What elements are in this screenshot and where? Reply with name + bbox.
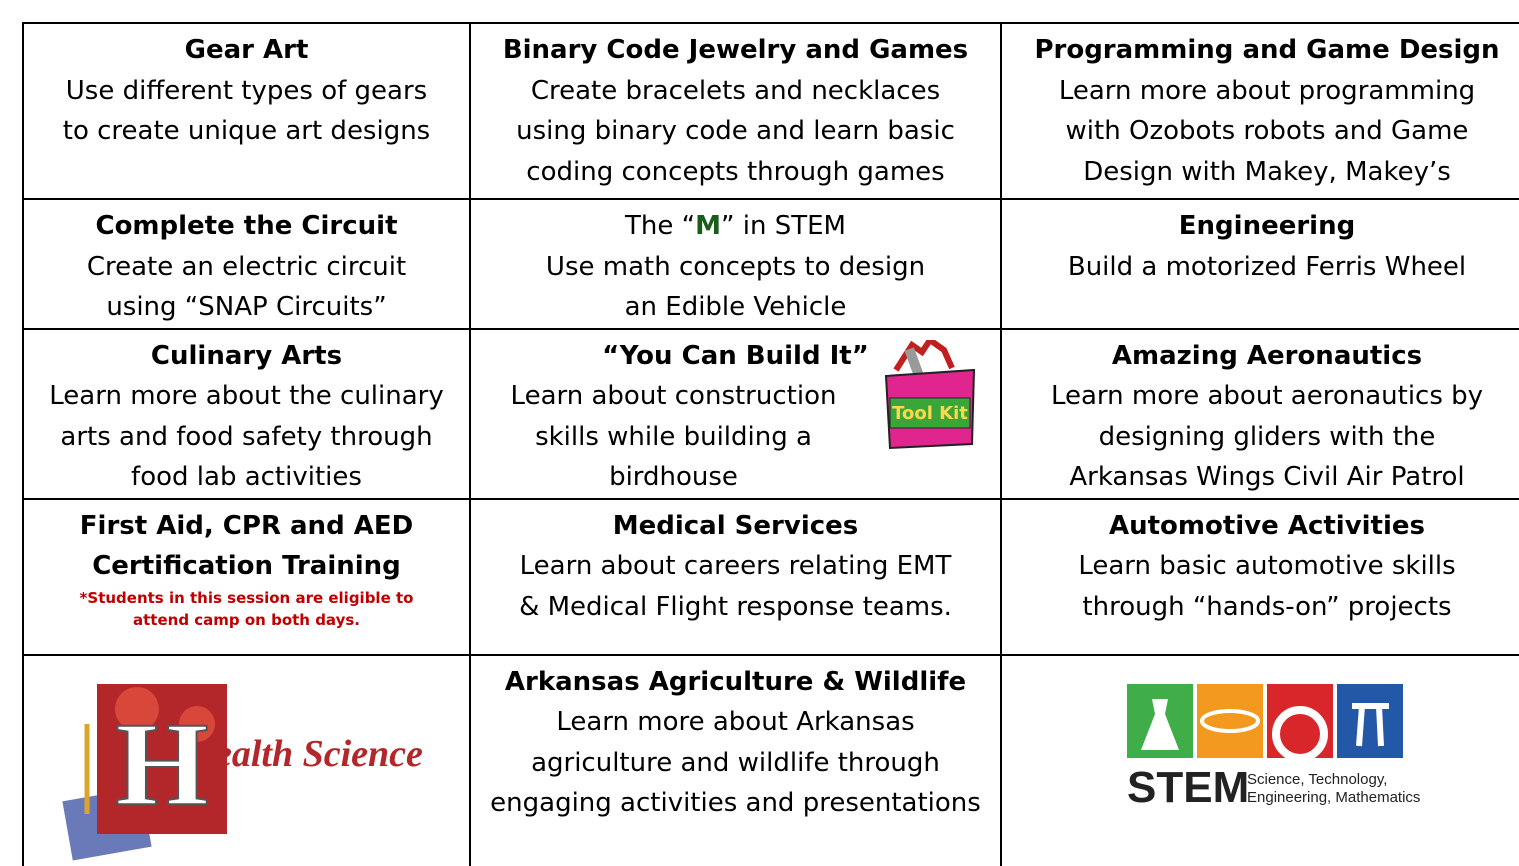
cell-text: agriculture and wildlife through	[531, 747, 940, 778]
table-cell: Programming and Game Design Learn more ab…	[1000, 22, 1519, 200]
title-part: ” in STEM	[721, 211, 846, 241]
cell-title: Culinary Arts	[150, 340, 343, 371]
table-cell: Culinary Arts Learn more about the culina…	[22, 327, 471, 500]
cell-text: using binary code and learn basic	[516, 116, 955, 146]
table-cell: The “M” in STEM Use math concepts to desi…	[469, 198, 1002, 330]
table-row: Complete the Circuit Create an electric c…	[22, 198, 1519, 330]
tile-technology	[1197, 683, 1263, 758]
table-row: First Aid, CPR and AED Certification Trai…	[22, 497, 1519, 656]
atom	[1200, 708, 1260, 733]
table-body: Gear Art Use different types of gears to c…	[22, 22, 1519, 866]
cell-text: Build a motorized Ferris Wheel	[1067, 251, 1467, 282]
cell-title: Amazing Aeronautics	[1111, 340, 1423, 371]
stem-logo: STEM Science, Technology, Engineering, M…	[1127, 683, 1420, 812]
cell-title: Gear Art	[184, 35, 309, 65]
table-cell: Complete the Circuit Create an electric c…	[22, 198, 471, 330]
cell-text: & Medical Flight response teams.	[519, 591, 952, 622]
toolkit-icon: Tool Kit	[884, 340, 976, 450]
cell-text: through “hands-on” projects	[1082, 591, 1452, 622]
cell-text: with Ozobots robots and Game	[1065, 116, 1469, 146]
label-plate	[889, 397, 971, 429]
logo-text: ealth Science	[215, 733, 423, 775]
logo-initial: H	[115, 697, 208, 830]
cell-text: an Edible Vehicle	[624, 292, 847, 322]
table-cell: Gear Art Use different types of gears to c…	[22, 22, 471, 200]
cell-note: attend camp on both days.	[133, 610, 360, 629]
cell-text: arts and food safety through	[60, 421, 433, 452]
table-cell: Engineering Build a motorized Ferris Whee…	[1000, 198, 1519, 330]
cell-text: Learn basic automotive skills	[1078, 551, 1456, 581]
table-row: H ealth Science Arkansas Agriculture & W…	[22, 653, 1519, 866]
cell-title: Medical Services	[612, 510, 859, 541]
table-cell: Medical Services Learn about careers rela…	[469, 497, 1002, 656]
table-row: Gear Art Use different types of gears to c…	[22, 22, 1519, 200]
cell-text: Arkansas Wings Civil Air Patrol	[1069, 462, 1465, 492]
tile-mathematics	[1337, 683, 1403, 758]
cell-title: “You Can Build It”	[602, 340, 869, 371]
cell-text: Design with Makey, Makey’s	[1083, 156, 1451, 187]
table-cell: Binary Code Jewelry and Games Create brac…	[469, 22, 1002, 200]
tools	[893, 340, 955, 372]
cell-text: Learn more about programming	[1058, 75, 1476, 106]
title-part: The “	[625, 211, 696, 241]
table-row: Culinary Arts Learn more about the culina…	[22, 327, 1519, 500]
cell-title: Programming and Game Design	[1034, 35, 1500, 65]
table-cell: Arkansas Agriculture & Wildlife Learn mor…	[469, 653, 1002, 866]
cell-text: food lab activities	[131, 462, 362, 492]
cell-text: Learn more about Arkansas	[556, 707, 915, 737]
cell-text: Learn about careers relating EMT	[519, 551, 952, 581]
table-cell: First Aid, CPR and AED Certification Trai…	[22, 497, 471, 656]
stem-caption: Science, Technology,	[1247, 771, 1387, 788]
cell-text: skills while building a	[535, 421, 812, 452]
cell-title: The “M” in STEM	[475, 206, 996, 247]
stem-caption: Engineering, Mathematics	[1247, 789, 1420, 806]
table-cell: H ealth Science	[22, 653, 471, 866]
cell-title: Certification Training	[92, 551, 401, 581]
table-cell: Amazing Aeronautics Learn more about aero…	[1000, 327, 1519, 500]
cell-title: Engineering	[1178, 211, 1356, 241]
bubble	[178, 705, 215, 742]
cell-title: Automotive Activities	[1108, 510, 1426, 541]
pi	[1352, 702, 1389, 746]
cell-text: Learn more about the culinary	[49, 381, 444, 411]
text-block: Learn about construction skills while bui…	[475, 376, 882, 497]
cell-text: Use math concepts to design	[545, 251, 926, 282]
cell-text: using “SNAP Circuits”	[106, 292, 387, 322]
cell-text: designing gliders with the	[1098, 421, 1436, 452]
cell-text: birdhouse	[609, 462, 738, 492]
cell-text: Learn more about aeronautics by	[1050, 381, 1484, 411]
cell-text: engaging activities and presentations	[490, 788, 981, 818]
title-part: M	[695, 211, 721, 241]
table-cell: Automotive Activities Learn basic automot…	[1000, 497, 1519, 656]
cell-text: coding concepts through games	[526, 156, 945, 187]
table-cell: STEM Science, Technology, Engineering, M…	[1000, 653, 1519, 866]
health-science-logo: H ealth Science	[61, 683, 423, 860]
cell-text: Use different types of gears	[65, 75, 428, 106]
cell-title: Complete the Circuit	[95, 211, 398, 241]
cell-note: *Students in this session are eligible t…	[79, 588, 414, 607]
gear	[1272, 705, 1328, 762]
text-with-image: Learn about construction skills while bui…	[475, 340, 996, 497]
cell-text: Learn about construction	[510, 381, 837, 411]
cell-title: Arkansas Agriculture & Wildlife	[504, 666, 967, 697]
table-cell: “You Can Build It” Learn about construct…	[469, 327, 1002, 500]
activity-table: Gear Art Use different types of gears to c…	[22, 22, 1519, 866]
cell-text: Create bracelets and necklaces	[530, 75, 941, 106]
cell-title: First Aid, CPR and AED	[79, 510, 414, 541]
toolkit-label: Tool Kit	[892, 403, 968, 424]
cell-text: to create unique art designs	[62, 116, 431, 146]
cell-title: Binary Code Jewelry and Games	[502, 35, 969, 65]
stem-word: STEM	[1127, 763, 1249, 812]
flask	[1141, 698, 1179, 750]
bubble	[114, 686, 159, 731]
cell-text: Create an electric circuit	[86, 251, 407, 282]
